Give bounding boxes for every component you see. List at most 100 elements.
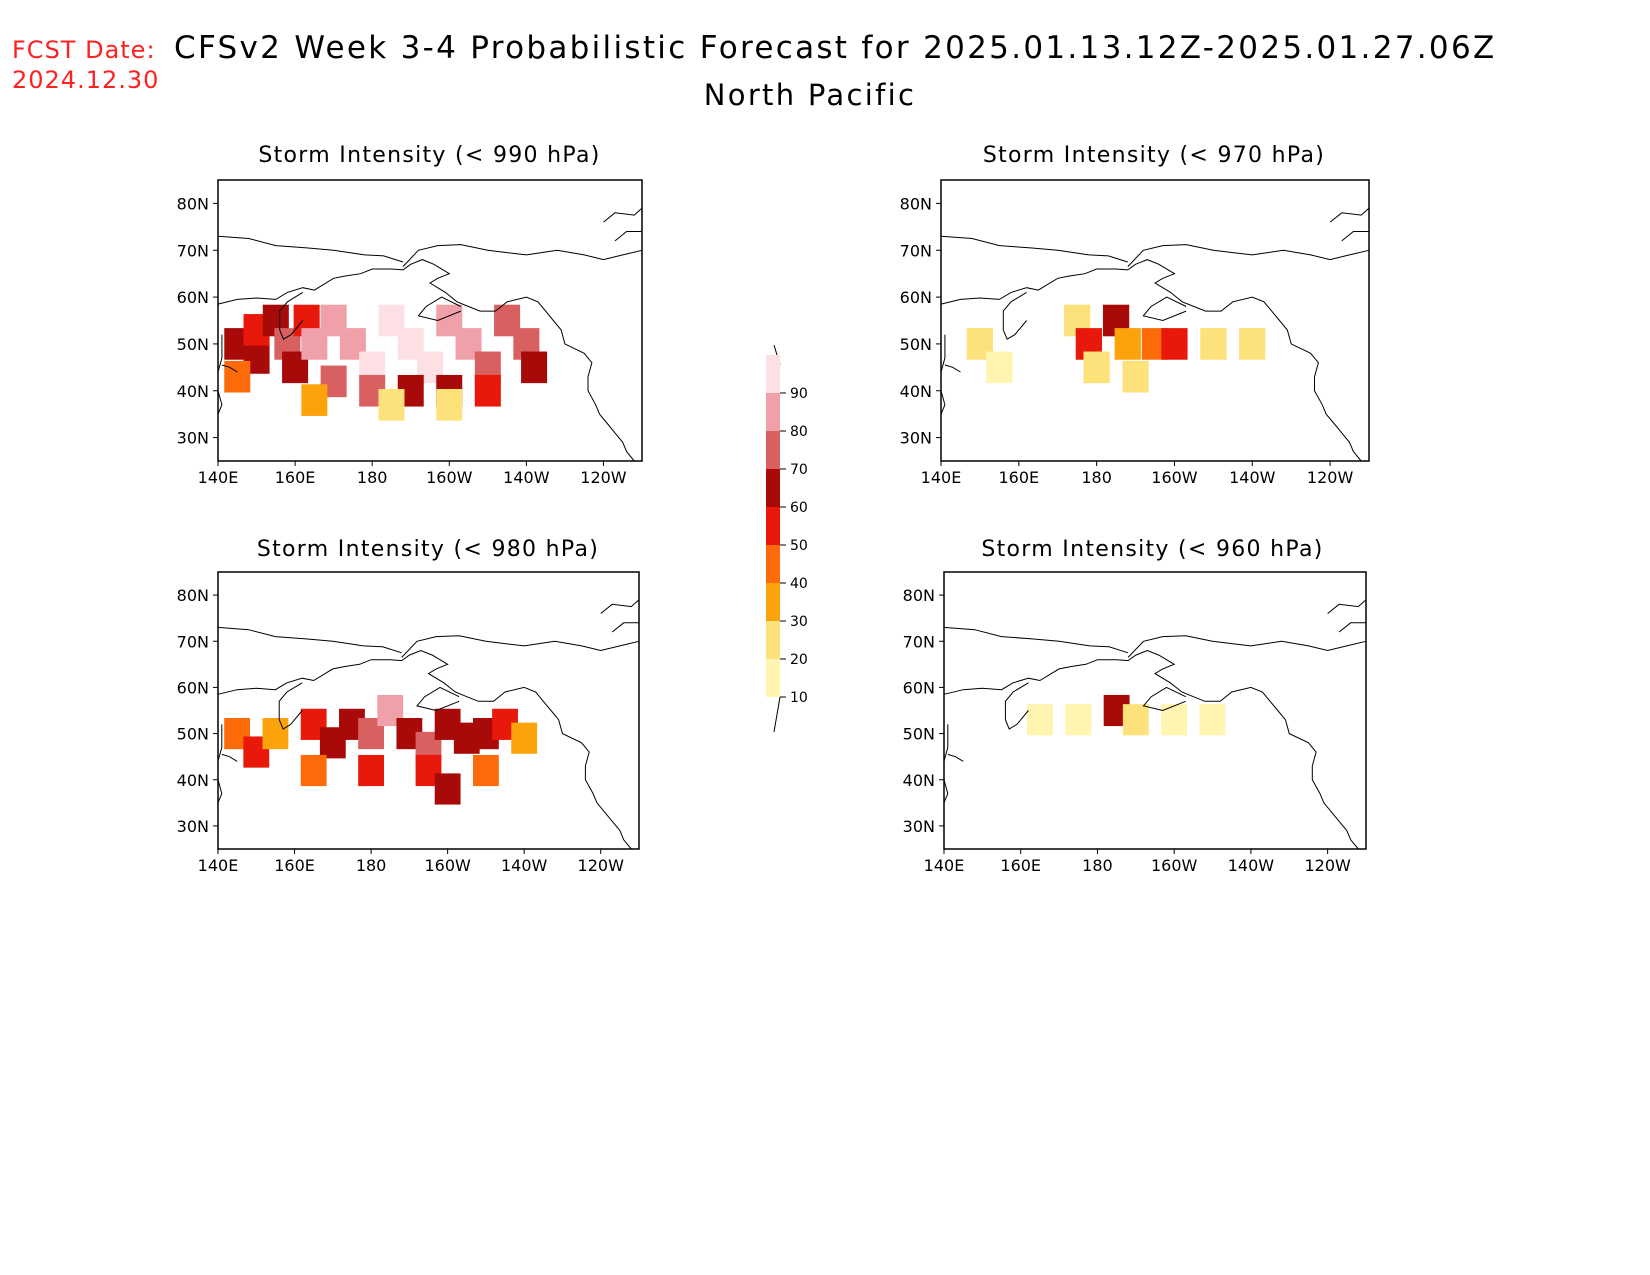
lon-tick-label: 160E (998, 468, 1039, 487)
lon-tick-label: 160E (274, 856, 315, 875)
coastline (217, 259, 635, 462)
colorbar-swatch (766, 621, 780, 659)
probability-cell (986, 351, 1013, 384)
probability-cell (436, 388, 463, 421)
coastline (940, 235, 1128, 263)
lat-tick-label: 40N (900, 382, 932, 401)
lat-tick-label: 50N (903, 725, 935, 744)
probability-cell (511, 722, 538, 754)
probability-field (224, 304, 548, 421)
coastline (944, 364, 961, 373)
lat-tick-label: 50N (900, 335, 932, 354)
lon-tick-label: 160W (1151, 468, 1198, 487)
coastline (217, 235, 404, 263)
coastline (217, 626, 402, 654)
colorbar-label: 80 (790, 424, 808, 440)
lat-tick-label: 80N (900, 194, 932, 213)
lon-tick-label: 140W (1228, 856, 1275, 875)
main-title: CFSv2 Week 3-4 Probabilistic Forecast fo… (174, 30, 1497, 66)
coastline (940, 259, 1362, 462)
coastline (416, 686, 460, 712)
coastline (1127, 244, 1370, 267)
lat-tick-label: 50N (177, 335, 209, 354)
forecast-date-value: 2024.12.30 (12, 66, 160, 94)
lat-tick-label: 30N (900, 429, 932, 448)
coastline (1127, 635, 1367, 658)
probability-cell (378, 388, 405, 421)
coastline (401, 635, 640, 658)
colorbar-swatch (766, 469, 780, 507)
probability-cell (1239, 328, 1266, 360)
colorbar-swatch (766, 507, 780, 545)
coastline (947, 753, 964, 762)
colorbar-swatch (766, 659, 780, 697)
lat-tick-label: 50N (177, 725, 209, 744)
coastline (603, 207, 643, 223)
coastline (600, 599, 640, 614)
lon-tick-label: 160E (1000, 856, 1041, 875)
colorbar: 10 20 30 40 50 60 70 80 90 (766, 344, 808, 733)
probability-cell (521, 351, 548, 384)
coastline (1004, 682, 1029, 730)
coastline (1329, 207, 1370, 223)
coastline (614, 231, 642, 242)
panel-title-980: Storm Intensity (< 980 hPa) (256, 537, 600, 562)
colorbar-swatch (766, 431, 780, 469)
lon-tick-label: 160W (424, 856, 471, 875)
lon-tick-label: 140E (924, 856, 965, 875)
lon-tick-label: 160E (275, 468, 316, 487)
lon-tick-label: 140E (921, 468, 962, 487)
lat-tick-label: 30N (903, 817, 935, 836)
probability-cell (262, 718, 289, 750)
colorbar-label: 70 (790, 462, 808, 478)
coastline (611, 622, 639, 633)
map-panel-960: 140E 160E 180 160W 140W 120W 80N 70N 60N 50N 40N 30… (903, 571, 1367, 875)
lon-tick-label: 140E (198, 468, 239, 487)
map-frame (217, 571, 640, 850)
coastline (943, 649, 1359, 850)
lon-tick-label: 140W (503, 468, 550, 487)
coastline (279, 291, 304, 340)
colorbar-label: 90 (790, 386, 808, 402)
probability-cell (1200, 328, 1227, 360)
coastline (221, 364, 238, 373)
lon-tick-label: 120W (578, 856, 625, 875)
probability-cell (472, 754, 499, 787)
coastline (402, 244, 643, 267)
lat-tick-label: 40N (177, 382, 209, 401)
probability-cell (1026, 704, 1053, 736)
lat-tick-label: 30N (177, 429, 209, 448)
probability-field (224, 694, 538, 805)
probability-cell (301, 384, 328, 416)
coastline (1002, 291, 1027, 340)
colorbar-swatch (766, 355, 780, 393)
colorbar-swatch (766, 545, 780, 583)
lat-tick-label: 70N (177, 632, 209, 651)
coastline (1327, 599, 1367, 614)
lat-tick-label: 60N (903, 678, 935, 697)
colorbar-label: 50 (790, 538, 808, 554)
colorbar-swatch (766, 583, 780, 621)
lon-tick-label: 120W (580, 468, 627, 487)
lat-tick-label: 70N (900, 241, 932, 260)
probability-cell (1114, 328, 1141, 360)
colorbar-bottom-arrow (773, 696, 781, 733)
panel-title-960: Storm Intensity (< 960 hPa) (981, 537, 1324, 562)
probability-cell (1199, 704, 1226, 736)
map-frame (217, 179, 643, 462)
lon-tick-label: 140W (501, 856, 548, 875)
lon-tick-label: 180 (357, 468, 388, 487)
probability-cell (300, 754, 327, 787)
forecast-date-label: FCST Date: (12, 36, 156, 64)
map-panel-990: 140E 160E 180 160W 140W 120W 80N 70N 60N 50N 40N 30… (177, 179, 643, 487)
colorbar-label: 30 (790, 614, 808, 630)
coastline (943, 626, 1129, 654)
coastline (1341, 231, 1369, 242)
probability-cell (358, 754, 385, 787)
probability-cell (434, 773, 461, 805)
coastline (417, 296, 462, 322)
lat-tick-label: 70N (177, 241, 209, 260)
colorbar-label: 40 (790, 576, 808, 592)
map-panel-970: 140E 160E 180 160W 140W 120W 80N 70N 60N 50N 40N 30… (900, 179, 1370, 487)
panel-title-990: Storm Intensity (< 990 hPa) (258, 143, 601, 168)
